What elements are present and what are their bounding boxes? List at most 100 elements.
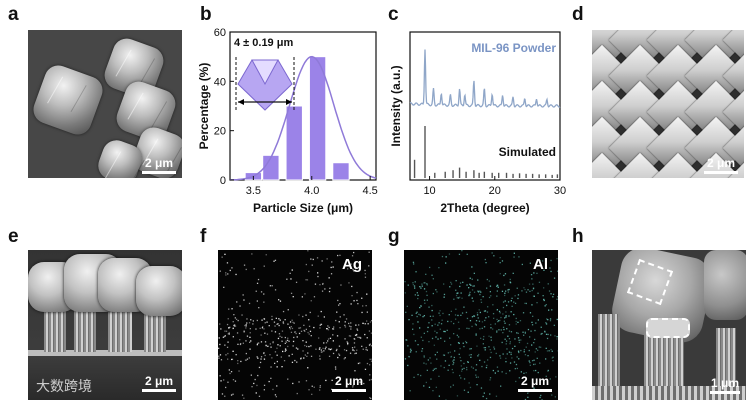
eds-dot: [292, 345, 294, 347]
eds-dot: [547, 370, 549, 372]
eds-dot: [545, 304, 547, 306]
eds-dot: [253, 382, 255, 385]
eds-dot: [505, 372, 507, 375]
eds-dot: [353, 270, 355, 272]
eds-dot: [514, 368, 516, 370]
eds-dot: [264, 322, 266, 324]
eds-dot: [476, 312, 479, 314]
eds-dot: [218, 355, 220, 357]
eds-dot: [263, 389, 265, 391]
eds-dot: [244, 324, 246, 327]
eds-dot: [535, 348, 537, 350]
eds-dot: [300, 330, 303, 332]
eds-dot: [263, 352, 265, 354]
eds-dot: [256, 282, 259, 284]
eds-dot: [336, 311, 338, 313]
eds-dot: [369, 397, 371, 399]
eds-dot: [232, 350, 234, 352]
eds-dot: [455, 280, 457, 282]
panel-label-g: g: [388, 226, 400, 247]
eds-dot: [272, 342, 274, 344]
eds-dot: [460, 377, 462, 379]
eds-dot: [457, 336, 460, 338]
eds-dot: [293, 336, 295, 339]
eds-dot: [415, 351, 417, 353]
eds-dot: [472, 285, 474, 287]
eds-dot: [479, 290, 481, 292]
eds-dot: [481, 321, 484, 323]
eds-dot: [532, 283, 534, 285]
eds-dot: [450, 281, 452, 284]
eds-dot: [354, 334, 357, 336]
eds-dot: [225, 330, 228, 332]
eds-dot: [494, 323, 496, 325]
eds-dot: [276, 366, 278, 368]
eds-dot: [509, 282, 512, 284]
eds-dot: [493, 255, 495, 257]
eds-dot: [296, 361, 298, 363]
eds-dot: [546, 318, 548, 320]
eds-dot: [225, 274, 227, 276]
eds-dot: [331, 379, 333, 381]
eds-dot: [469, 348, 471, 350]
eds-dot: [256, 384, 258, 387]
eds-dot: [308, 270, 310, 273]
eds-dot: [504, 300, 506, 302]
eds-dot: [437, 338, 439, 340]
eds-dot: [367, 323, 369, 325]
eds-dot: [287, 337, 289, 339]
eds-dot: [360, 337, 362, 339]
eds-dot: [429, 357, 431, 359]
eds-dot: [219, 375, 221, 377]
eds-dot: [270, 366, 272, 368]
eds-dot: [518, 341, 521, 344]
eds-dot: [429, 315, 432, 317]
crystal-inset: [237, 59, 293, 111]
eds-dot: [273, 260, 275, 262]
eds-dot: [418, 313, 420, 315]
eds-dot: [222, 336, 224, 338]
scale-bar-line: [710, 391, 740, 394]
eds-dot: [477, 291, 480, 293]
eds-dot: [339, 316, 341, 318]
eds-dot: [239, 343, 242, 346]
eds-dot: [500, 329, 502, 331]
eds-dot: [480, 299, 482, 301]
eds-dot: [366, 349, 368, 351]
eds-dot: [454, 314, 457, 316]
eds-dot: [245, 340, 247, 342]
eds-dot: [548, 309, 550, 311]
eds-dot: [282, 322, 285, 325]
eds-dot: [471, 325, 473, 328]
eds-dot: [261, 319, 263, 321]
eds-dot: [320, 323, 322, 325]
xrd-pattern: MIL-96 Powder Simulated 10 20 30 2Theta (degr…: [389, 31, 566, 215]
eds-dot: [472, 300, 474, 302]
eds-dot: [363, 382, 365, 385]
eds-dot: [304, 344, 306, 347]
eds-dot: [252, 320, 254, 322]
eds-dot: [233, 314, 235, 316]
eds-dot: [515, 320, 517, 323]
eds-dot: [319, 358, 321, 360]
eds-dot: [283, 360, 286, 362]
scale-bar-line: [704, 171, 738, 174]
eds-dot: [466, 284, 468, 286]
eds-dot: [427, 326, 429, 329]
eds-dot: [510, 300, 512, 302]
eds-dot: [497, 370, 499, 372]
eds-dot: [524, 302, 526, 304]
eds-dot: [507, 301, 510, 303]
eds-dot: [478, 353, 480, 356]
scale-bar-line: [142, 389, 176, 392]
scale-bar-label: 1 μm: [710, 376, 740, 390]
eds-dot: [511, 357, 513, 359]
x-axis-label: 2Theta (degree): [440, 201, 529, 215]
eds-dot: [527, 392, 529, 394]
eds-dot: [409, 351, 412, 353]
eds-dot: [543, 287, 545, 289]
eds-dot: [466, 253, 468, 255]
eds-dot: [339, 254, 341, 256]
eds-dot: [235, 318, 238, 320]
eds-dot: [242, 342, 244, 344]
